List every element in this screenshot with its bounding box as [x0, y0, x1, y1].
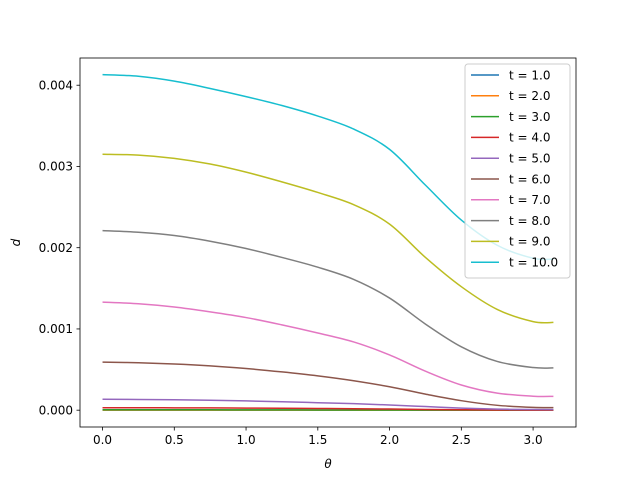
y-tick-label: 0.002 [39, 241, 73, 255]
y-tick-label: 0.003 [39, 160, 73, 174]
legend: t = 1.0 t = 2.0 t = 3.0 t = 4.0 t = 5.0 t = 6… [464, 63, 571, 279]
series-line-5 [102, 398, 554, 411]
x-tick-label: 1.0 [237, 433, 256, 447]
series-line-8 [102, 229, 554, 369]
series-line-6 [102, 361, 554, 409]
legend-label: t = 5.0 [509, 152, 550, 166]
plot-frame [79, 57, 577, 428]
legend-label: t = 8.0 [509, 214, 550, 228]
y-axis-label: d [9, 238, 23, 246]
x-tick-label: 0.5 [165, 433, 184, 447]
y-tick-label: 0.004 [39, 78, 73, 92]
legend-label: t = 4.0 [509, 131, 550, 145]
x-tick-label: 1.5 [308, 433, 327, 447]
legend-label: t = 10.0 [509, 256, 558, 270]
legend-box [464, 63, 571, 279]
x-axis-ticks: 0.0 0.5 1.0 1.5 2.0 2.5 3.0 [93, 427, 543, 447]
legend-label: t = 9.0 [509, 235, 550, 249]
legend-label: t = 7.0 [509, 193, 550, 207]
x-tick-label: 2.5 [452, 433, 471, 447]
series-line-9 [102, 153, 554, 324]
x-tick-label: 3.0 [524, 433, 543, 447]
y-tick-label: 0.001 [39, 322, 73, 336]
y-axis-ticks: 0.000 0.001 0.002 0.003 0.004 [39, 78, 80, 417]
y-tick-label: 0.000 [39, 403, 73, 417]
x-axis-label: θ [324, 457, 332, 471]
series-line-7 [102, 301, 554, 398]
x-tick-label: 2.0 [380, 433, 399, 447]
legend-label: t = 3.0 [509, 110, 550, 124]
series-line-4 [102, 406, 554, 411]
legend-label: t = 1.0 [509, 68, 550, 82]
legend-label: t = 2.0 [509, 89, 550, 103]
legend-label: t = 6.0 [509, 172, 550, 186]
x-tick-label: 0.0 [93, 433, 112, 447]
